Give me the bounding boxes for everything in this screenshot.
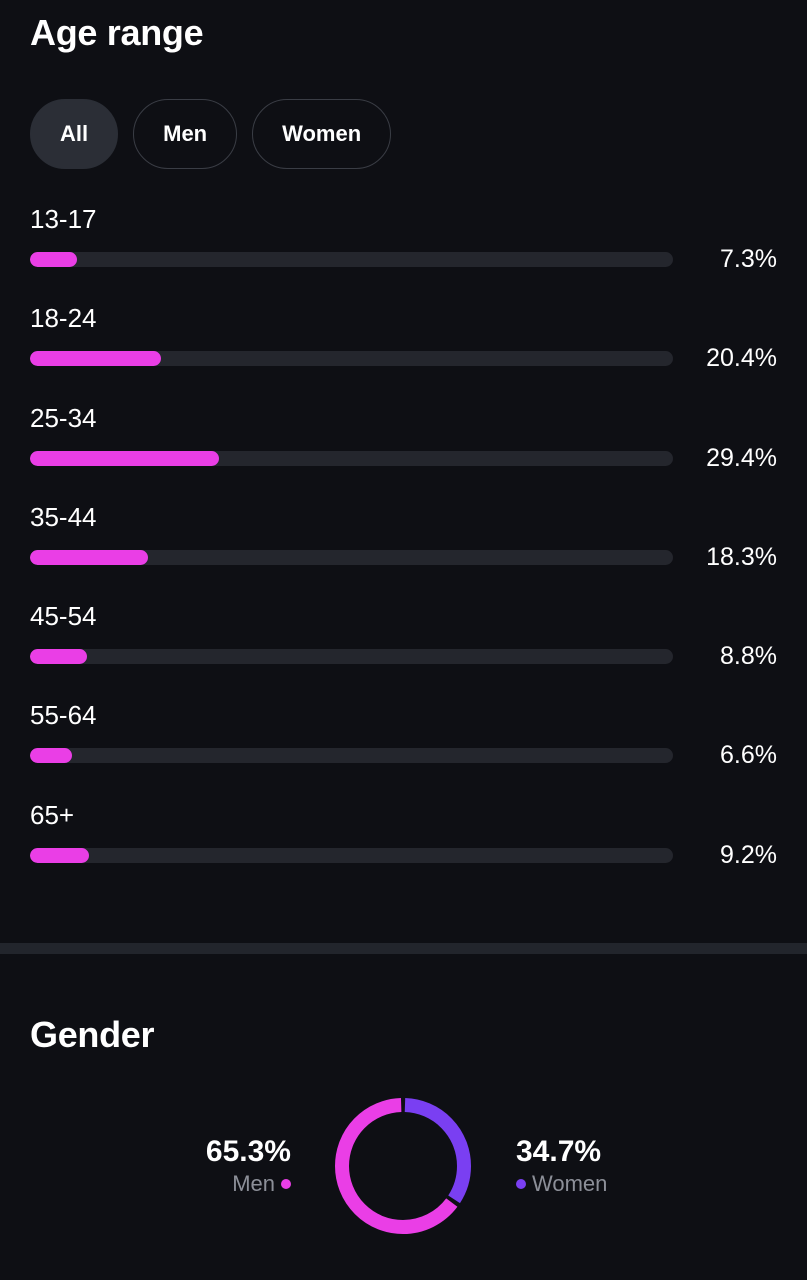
women-color-dot-icon [516,1179,526,1189]
gender-women-label: Women [532,1171,608,1196]
age-row-value: 29.4% [706,443,777,472]
age-bar-fill [30,450,220,466]
gender-chart: 65.3% Men 34.7% Women [0,1090,807,1250]
age-range-list: 13-17 7.3% 18-24 20.4% 25-34 29.4% 35-44 18.3% 4… [30,200,777,895]
age-bar-track [30,549,673,565]
age-filter-tabs: All Men Women [30,99,392,169]
age-bar-track [30,847,673,863]
section-divider [0,943,807,954]
age-row-value: 7.3% [720,245,777,273]
gender-men-value: 65.3% [205,1135,291,1168]
age-row-value: 20.4% [706,344,777,373]
age-bar-fill [30,748,73,764]
age-bar-fill [30,649,87,665]
age-range-title: Age range [30,12,204,53]
age-bar-track [30,252,673,267]
age-row-value: 8.8% [720,642,777,671]
age-row-value: 18.3% [706,542,777,571]
age-row-value: 6.6% [720,741,777,770]
age-row: 45-54 8.8% [30,597,777,696]
age-row: 35-44 18.3% [30,498,777,597]
gender-title: Gender [30,1014,155,1055]
age-row: 18-24 20.4% [30,299,777,398]
gender-women-value: 34.7% [516,1135,602,1168]
age-row: 65+ 9.2% [30,796,777,895]
filter-women-button[interactable]: Women [252,99,392,169]
age-bar-fill [30,847,90,863]
age-row-value: 9.2% [720,840,777,869]
age-row: 55-64 6.6% [30,696,777,795]
age-bar-fill [30,549,148,565]
donut-men-slice [335,1098,471,1234]
age-bar-track [30,450,673,466]
age-row-label: 13-17 [30,204,97,234]
age-row-label: 25-34 [30,402,97,433]
age-row-label: 45-54 [30,601,97,632]
age-row-label: 18-24 [30,303,97,334]
filter-all-button[interactable]: All [30,99,119,169]
age-row: 13-17 7.3% [30,200,777,299]
age-row-label: 55-64 [30,700,97,731]
age-bar-fill [30,351,162,367]
men-color-dot-icon [281,1179,291,1189]
gender-women-legend: 34.7% Women [516,1134,607,1198]
gender-men-label: Men [232,1171,275,1196]
gender-donut-chart [335,1098,471,1234]
age-bar-fill [30,252,77,267]
donut-women-slice [335,1098,471,1234]
age-bar-track [30,748,673,764]
age-row: 25-34 29.4% [30,399,777,498]
gender-men-legend: 65.3% Men [206,1134,291,1198]
age-bar-track [30,351,673,367]
age-bar-track [30,649,673,665]
filter-men-button[interactable]: Men [133,99,238,169]
age-row-label: 35-44 [30,501,97,532]
age-row-label: 65+ [30,799,75,830]
